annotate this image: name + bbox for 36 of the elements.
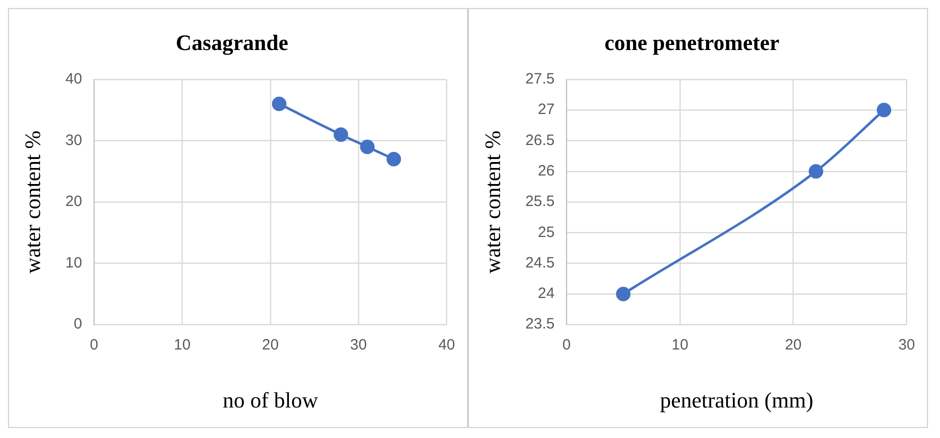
y-axis-title: water content % [480, 130, 505, 274]
y-axis-title: water content % [20, 130, 45, 274]
point [360, 140, 375, 154]
x-tick-label: 10 [672, 336, 688, 354]
y-tick-label: 25 [538, 224, 555, 241]
y-tick-label: 27 [538, 101, 555, 118]
point [808, 164, 824, 179]
x-axis-title: penetration (mm) [660, 388, 814, 413]
point [334, 127, 348, 142]
chart-title: Casagrande [176, 30, 288, 55]
x-tick-label: 30 [350, 336, 367, 354]
y-tick-label: 24.5 [525, 254, 555, 272]
x-tick-label: 0 [562, 336, 571, 354]
y-tick-label: 25.5 [525, 193, 555, 210]
x-tick-label: 30 [898, 336, 915, 354]
y-tick-label: 20 [65, 193, 82, 210]
y-tick-label: 26.5 [525, 132, 555, 149]
x-axis-title: no of blow [222, 388, 318, 413]
y-tick-label: 23.5 [525, 316, 555, 333]
point [876, 102, 892, 118]
y-tick-label: 10 [65, 254, 82, 272]
y-tick-label: 27.5 [525, 70, 555, 88]
y-tick-label: 24 [538, 285, 555, 302]
x-tick-label: 20 [784, 336, 802, 354]
point [272, 96, 286, 112]
x-tick-label: 10 [174, 336, 191, 354]
point [616, 286, 631, 302]
y-tick-label: 0 [74, 316, 82, 333]
chart-title: cone penetrometer [604, 30, 780, 55]
y-tick-label: 30 [65, 132, 82, 149]
y-tick-label: 40 [65, 70, 82, 88]
x-tick-label: 0 [90, 336, 98, 354]
y-tick-label: 26 [538, 162, 555, 180]
x-tick-label: 40 [438, 336, 455, 354]
point [386, 152, 402, 166]
x-tick-label: 20 [262, 336, 279, 354]
